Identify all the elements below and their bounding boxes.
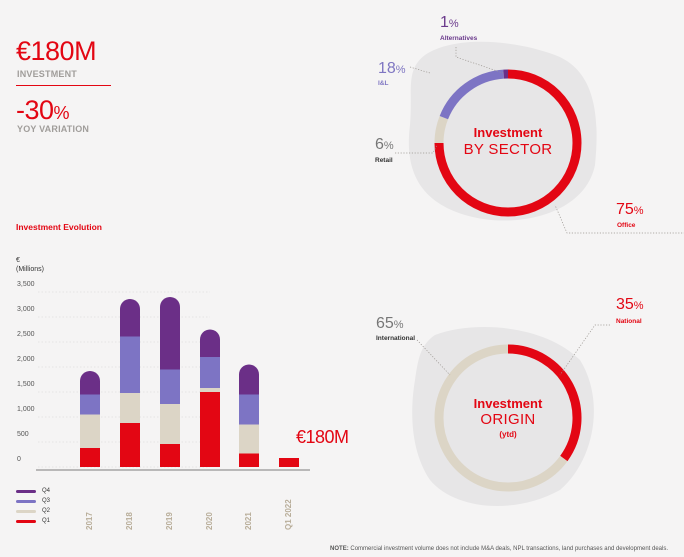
leader-line — [409, 66, 431, 74]
alternatives-value: 1% — [440, 14, 459, 31]
office-label: Office — [617, 222, 636, 229]
bar-2020-q4 — [200, 329, 220, 357]
bar-2019-q3 — [160, 369, 180, 404]
bar-2021-q1 — [239, 453, 259, 467]
investment-value: €180M — [16, 36, 97, 66]
legend-item-q1: Q1 — [16, 516, 50, 526]
chart-legend: Q4 Q3 Q2 Q1 — [16, 486, 50, 526]
x-tick-label: 2020 — [205, 512, 214, 530]
international-value: 65% — [376, 315, 404, 332]
leader-line — [559, 324, 610, 376]
bar-2018-q3 — [120, 336, 140, 393]
y-axis-unit-symbol: € — [16, 257, 20, 264]
sector-donut-title-bold: Investment — [473, 125, 543, 140]
leader-line — [416, 339, 451, 376]
bar-q1-2022-q1 — [279, 458, 299, 467]
retail-label: Retail — [375, 157, 393, 164]
slice-i-l — [439, 69, 505, 120]
y-tick-label: 2,000 — [17, 356, 35, 363]
bar-annotation: €180M — [296, 427, 349, 447]
bar-2020-q2 — [200, 388, 220, 392]
y-tick-label: 2,500 — [17, 331, 35, 338]
y-tick-label: 1,000 — [17, 406, 35, 413]
y-tick-label: 0 — [17, 456, 21, 463]
x-tick-label: 2021 — [244, 512, 253, 530]
slice-office — [434, 69, 582, 217]
slice-national — [507, 344, 582, 462]
x-tick-label: 2018 — [125, 512, 134, 530]
y-tick-label: 3,500 — [17, 281, 35, 288]
origin-donut-chart — [412, 324, 610, 507]
bar-2019-q4 — [160, 297, 180, 370]
legend-swatch-q1 — [16, 519, 36, 523]
bar-2021-q4 — [239, 364, 259, 395]
legend-swatch-q2 — [16, 509, 36, 513]
legend-item-q2: Q2 — [16, 506, 50, 516]
bar-2018-q1 — [120, 423, 140, 467]
leader-line — [455, 47, 504, 74]
kpi-divider — [16, 85, 111, 86]
retail-value: 6% — [375, 136, 394, 153]
origin-donut-title-thin: ORIGIN — [480, 411, 536, 428]
y-tick-label: 3,000 — [17, 306, 35, 313]
y-tick-label: 500 — [17, 431, 29, 438]
il-value: 18% — [378, 60, 406, 77]
legend-swatch-q4 — [16, 489, 36, 493]
slice-international — [434, 344, 568, 492]
bar-2021-q2 — [239, 424, 259, 454]
origin-donut-title-bold: Investment — [473, 396, 543, 411]
x-tick-label: 2019 — [165, 512, 174, 530]
il-label: I&L — [378, 80, 389, 87]
x-tick-label: Q1 2022 — [284, 499, 293, 530]
variation-label: YOY VARIATION — [17, 124, 90, 134]
x-tick-label: 2017 — [85, 512, 94, 530]
bar-2019-q2 — [160, 404, 180, 444]
legend-item-q3: Q3 — [16, 496, 50, 506]
y-axis-unit: (Millions) — [16, 266, 44, 273]
sector-donut-chart — [395, 41, 684, 234]
international-label: International — [376, 335, 416, 342]
national-value: 35% — [616, 296, 644, 313]
leader-line — [554, 204, 684, 234]
legend-item-q4: Q4 — [16, 486, 50, 496]
alternatives-label: Alternatives — [440, 35, 478, 42]
footnote: NOTE: Commercial investment volume does … — [330, 546, 668, 552]
bar-2020-q3 — [200, 357, 220, 388]
legend-swatch-q3 — [16, 499, 36, 503]
bar-2021-q3 — [239, 394, 259, 425]
bar-2018-q4 — [120, 299, 140, 337]
sector-donut-title-thin: BY SECTOR — [463, 141, 553, 158]
y-tick-label: 1,500 — [17, 381, 35, 388]
origin-donut-subtitle: (ytd) — [499, 430, 517, 439]
slice-retail — [434, 115, 449, 144]
office-value: 75% — [616, 201, 644, 218]
bar-2017-q2 — [80, 414, 100, 448]
bar-2018-q2 — [120, 393, 140, 423]
investment-label: INVESTMENT — [17, 69, 78, 79]
variation-value: -30% — [16, 95, 70, 125]
bar-2017-q3 — [80, 394, 100, 415]
bar-2017-q4 — [80, 371, 100, 395]
bar-2019-q1 — [160, 444, 180, 467]
bar-2017-q1 — [80, 448, 100, 467]
national-label: National — [616, 318, 642, 325]
bar-2020-q1 — [200, 392, 220, 467]
chart-title: Investment Evolution — [16, 222, 102, 232]
